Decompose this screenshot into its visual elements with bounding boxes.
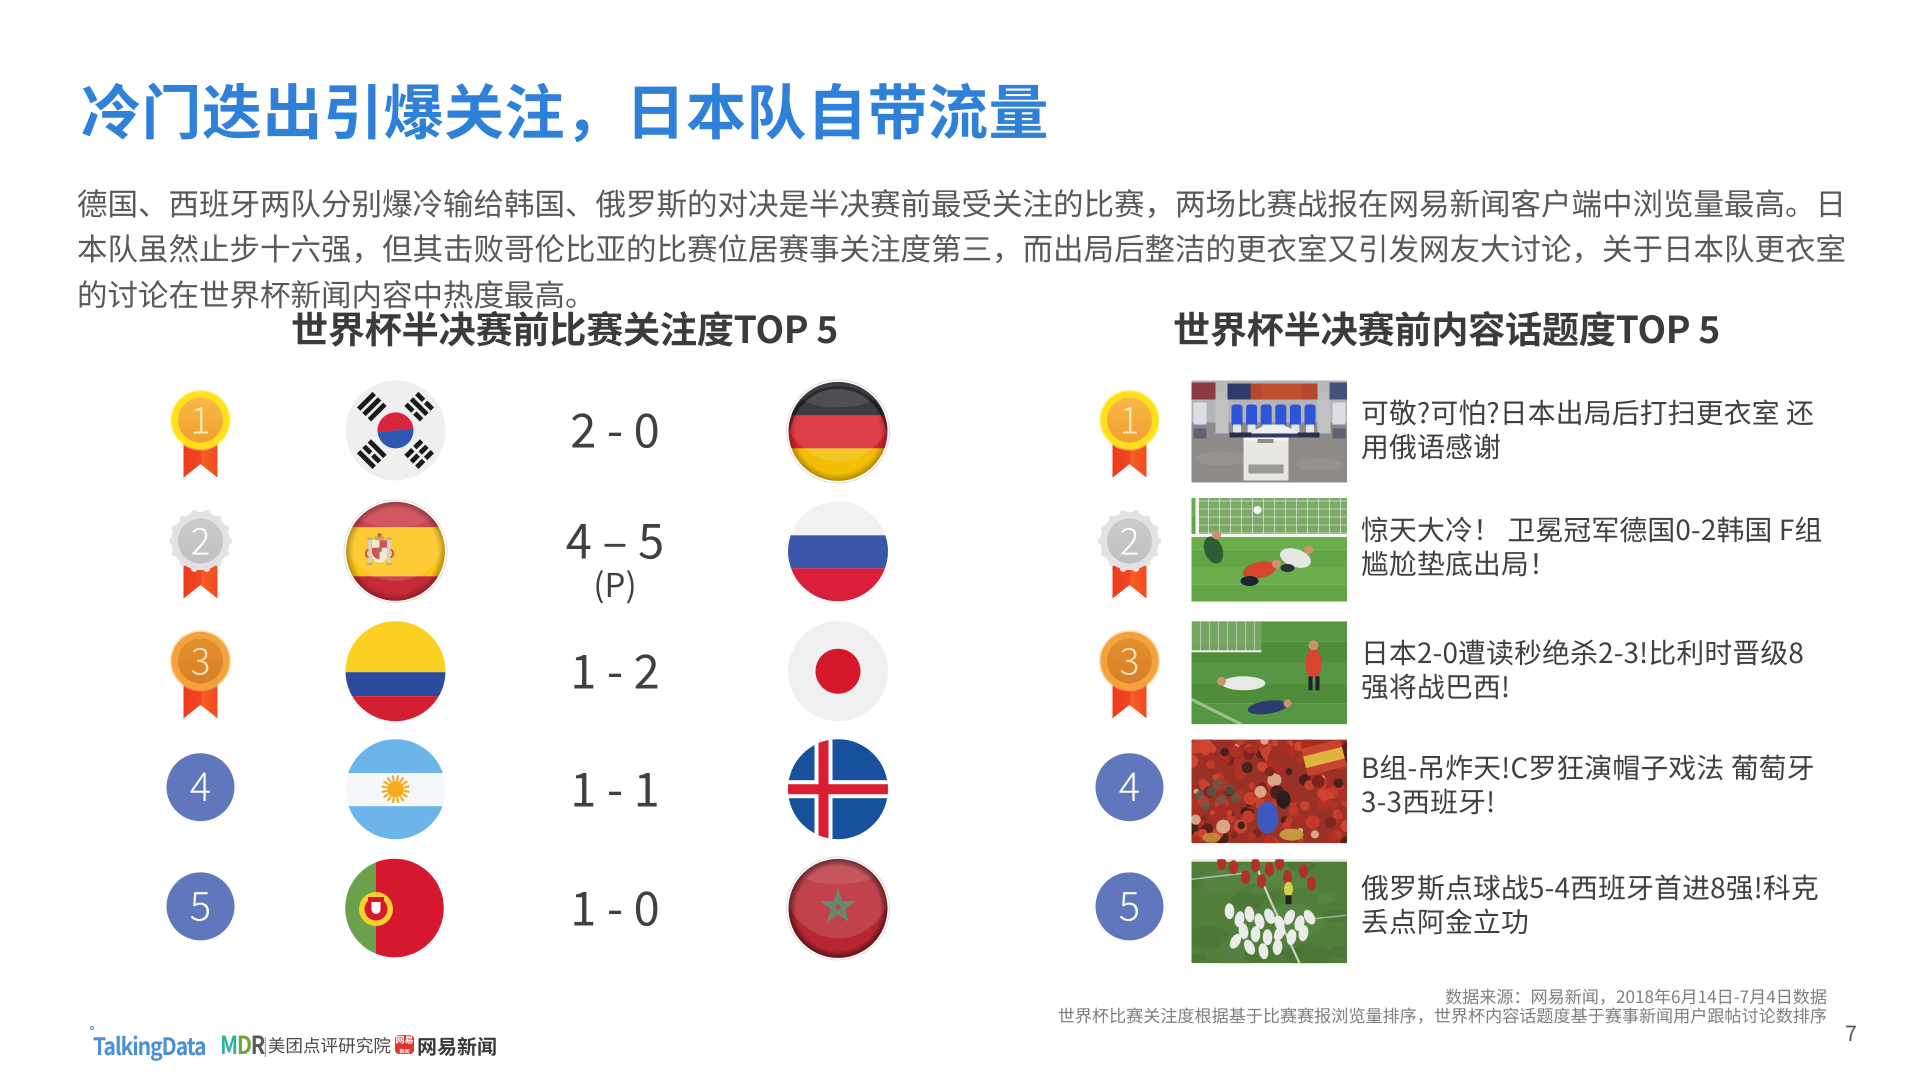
svg-text:2: 2 [191,512,211,566]
svg-text:5: 5 [1119,874,1140,932]
svg-text:1: 1 [191,391,211,445]
svg-text:3: 3 [191,631,211,685]
svg-text:1: 1 [1120,391,1140,445]
svg-text:4: 4 [1119,755,1140,813]
svg-text:2: 2 [1120,512,1140,566]
svg-text:4: 4 [190,755,211,813]
svg-text:3: 3 [1120,631,1140,685]
svg-text:5: 5 [190,874,211,932]
